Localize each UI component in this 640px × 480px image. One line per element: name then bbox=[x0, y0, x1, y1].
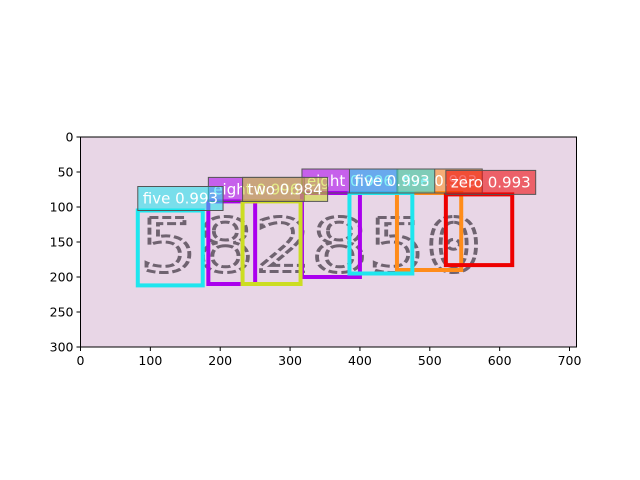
detection-label: zero 0.993 bbox=[445, 169, 537, 195]
detection-label-text: five 0.993 bbox=[143, 190, 218, 208]
y-tick-label: 50 bbox=[58, 165, 74, 180]
x-tick-label: 700 bbox=[558, 353, 582, 368]
detection-label-bg bbox=[242, 176, 329, 202]
detection-label-bg bbox=[445, 169, 537, 195]
x-axis: 0 100 200 300 400 500 600 700 bbox=[77, 347, 582, 368]
y-tick-label: 200 bbox=[50, 270, 74, 285]
x-tick-label: 100 bbox=[138, 353, 162, 368]
x-tick-label: 500 bbox=[418, 353, 442, 368]
x-tick-label: 400 bbox=[348, 353, 372, 368]
y-tick-label: 100 bbox=[50, 200, 74, 215]
x-tick-label: 200 bbox=[208, 353, 232, 368]
detection-label: two 0.984 bbox=[242, 176, 329, 202]
y-axis: 0 50 100 150 200 250 300 bbox=[50, 130, 81, 355]
y-tick-label: 300 bbox=[50, 340, 74, 355]
detection-label-text: five 0.993 bbox=[354, 172, 429, 190]
y-tick-label: 0 bbox=[66, 130, 74, 145]
detection-label: five 0.993 bbox=[348, 168, 436, 194]
detection-label-text: zero 0.993 bbox=[451, 173, 531, 191]
detection-label-bg bbox=[137, 186, 224, 211]
y-tick-label: 150 bbox=[50, 235, 74, 250]
y-tick-label: 250 bbox=[50, 305, 74, 320]
x-tick-label: 300 bbox=[278, 353, 302, 368]
detection-label-bg bbox=[348, 168, 436, 194]
detection-label: five 0.993 bbox=[137, 186, 224, 211]
x-tick-label: 600 bbox=[488, 353, 512, 368]
detection-label-text: two 0.984 bbox=[248, 180, 323, 198]
x-tick-label: 0 bbox=[77, 353, 85, 368]
